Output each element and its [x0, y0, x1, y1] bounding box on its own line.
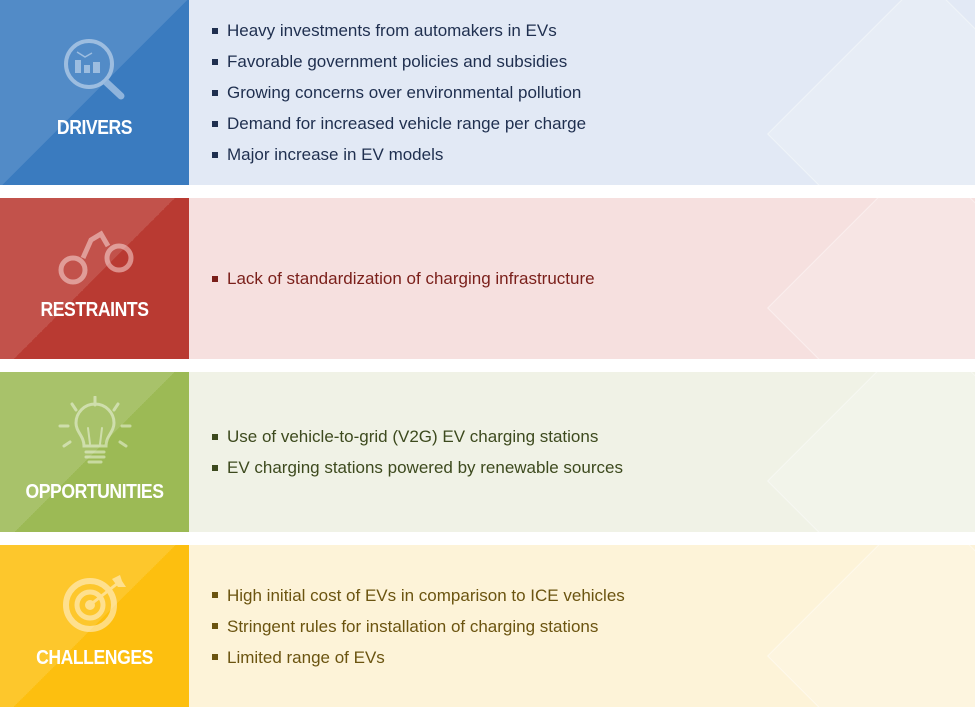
section-opportunities: OPPORTUNITIES Use of vehicle-to-grid (V2… — [0, 372, 975, 532]
item-text: High initial cost of EVs in comparison t… — [227, 585, 625, 605]
list-item: Lack of standardization of charging infr… — [212, 263, 975, 294]
drivers-label-panel: DRIVERS — [0, 0, 189, 185]
list-item: Heavy investments from automakers in EVs — [212, 15, 975, 46]
item-text: Limited range of EVs — [227, 647, 385, 667]
item-text: Favorable government policies and subsid… — [227, 52, 568, 71]
section-restraints: RESTRAINTS Lack of standardization of ch… — [0, 198, 975, 359]
item-text: Heavy investments from automakers in EVs — [227, 21, 557, 40]
restraints-list: Lack of standardization of charging infr… — [189, 198, 975, 359]
opportunities-label-panel: OPPORTUNITIES — [0, 372, 189, 532]
drivers-list: Heavy investments from automakers in EVs… — [189, 0, 975, 185]
item-text: Use of vehicle-to-grid (V2G) EV charging… — [227, 427, 599, 446]
item-text: Demand for increased vehicle range per c… — [227, 114, 587, 133]
restraints-label-panel: RESTRAINTS — [0, 198, 189, 359]
list-item: Limited range of EVs — [212, 642, 975, 673]
list-item: Major increase in EV models — [212, 139, 975, 170]
challenges-title: CHALLENGES — [36, 647, 153, 669]
list-item: Use of vehicle-to-grid (V2G) EV charging… — [212, 421, 975, 452]
item-text: Growing concerns over environmental poll… — [227, 83, 582, 102]
opportunities-list: Use of vehicle-to-grid (V2G) EV charging… — [189, 372, 975, 532]
magnifier-chart-icon — [63, 39, 124, 100]
list-item: Growing concerns over environmental poll… — [212, 77, 975, 108]
challenges-label-panel: CHALLENGES — [0, 545, 189, 707]
restraints-title: RESTRAINTS — [40, 299, 149, 321]
challenges-list: High initial cost of EVs in comparison t… — [189, 545, 975, 707]
item-text: Lack of standardization of charging infr… — [227, 269, 595, 288]
item-text: Stringent rules for installation of char… — [227, 616, 599, 636]
list-item: EV charging stations powered by renewabl… — [212, 452, 975, 483]
opportunities-title: OPPORTUNITIES — [25, 481, 164, 503]
section-drivers: DRIVERS Heavy investments from automaker… — [0, 0, 975, 185]
item-text: Major increase in EV models — [227, 145, 444, 164]
list-item: Favorable government policies and subsid… — [212, 46, 975, 77]
drivers-title: DRIVERS — [56, 117, 133, 139]
item-text: EV charging stations powered by renewabl… — [227, 458, 623, 477]
list-item: Demand for increased vehicle range per c… — [212, 108, 975, 139]
list-item: Stringent rules for installation of char… — [212, 611, 975, 642]
list-item: High initial cost of EVs in comparison t… — [212, 580, 975, 611]
section-challenges: CHALLENGES High initial cost of EVs in c… — [0, 545, 975, 707]
lightbulb-icon — [58, 396, 131, 464]
handcuffs-icon — [58, 230, 133, 285]
target-icon — [62, 575, 126, 632]
